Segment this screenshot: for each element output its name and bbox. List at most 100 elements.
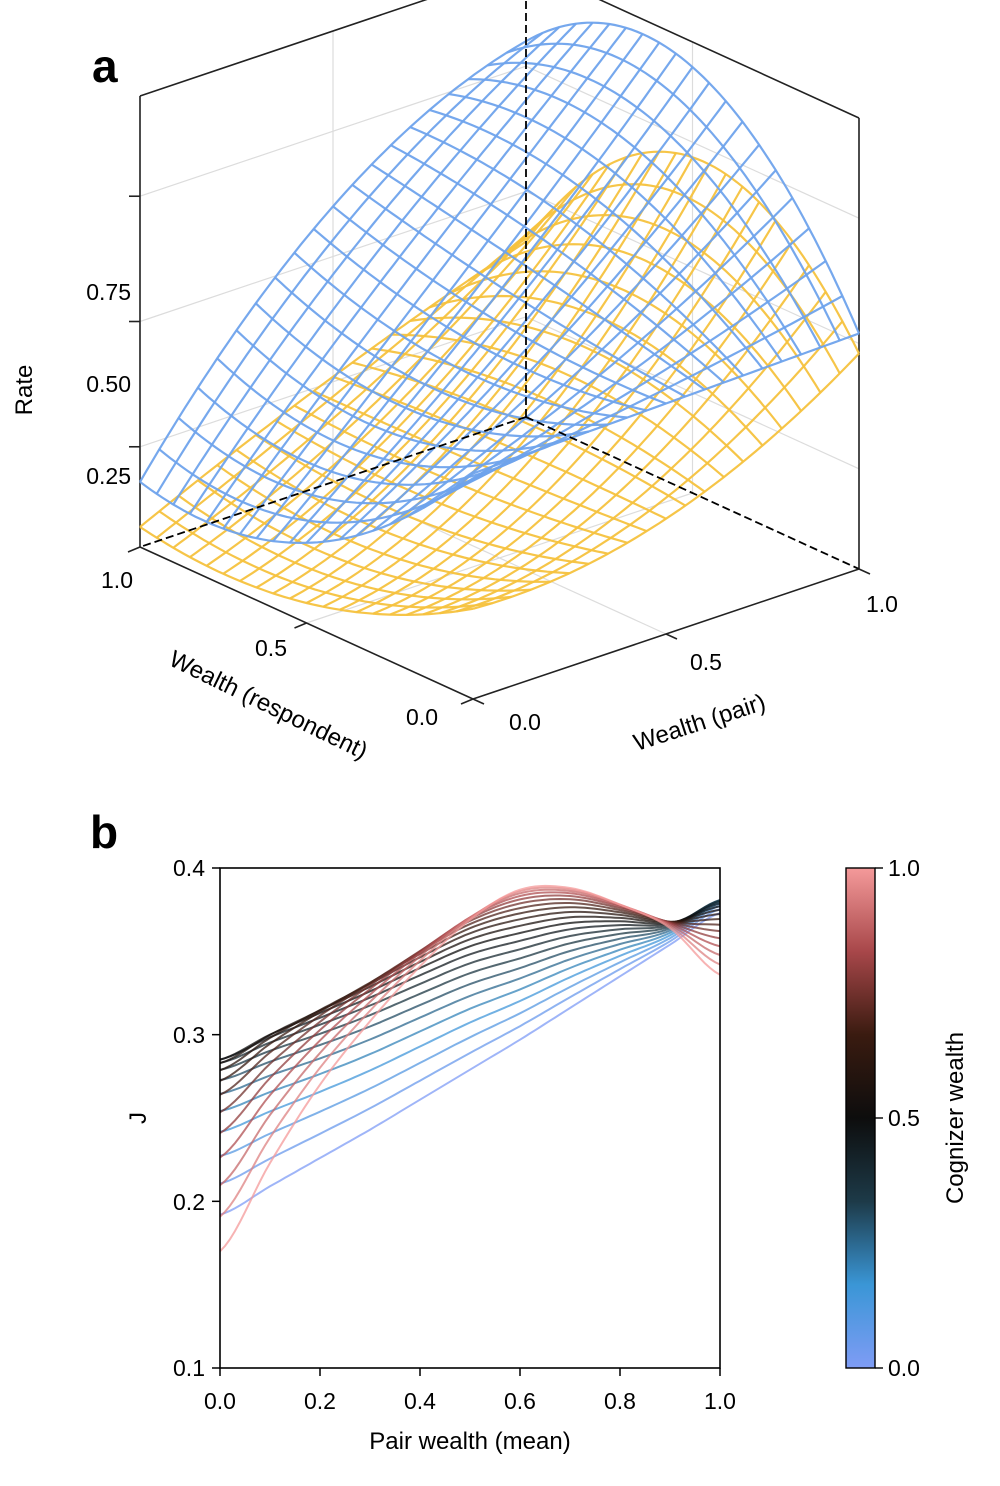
mesh-line [429,108,764,370]
x-tick-label: 0.0 [204,1388,236,1414]
panel-b-lines [219,884,721,1252]
mesh-line [188,22,577,515]
z-tick-label: 0.25 [86,463,131,489]
series-line [219,906,721,1082]
mesh-line [172,201,561,549]
x-tick-label: 1.0 [704,1388,736,1414]
dashed-edge [525,416,860,570]
y-tick [460,698,474,705]
panel-a-gridlines [139,31,860,635]
mesh-line [506,42,841,341]
mesh-line [390,144,725,384]
series-line [219,900,721,1064]
mesh-line [448,270,783,430]
mesh-line [448,92,783,363]
panel-a: a 0.75 0.50 0.25 1.0 0.5 0.0 0.0 0.5 1.0… [11,0,898,765]
panel-a-ticks: 0.75 0.50 0.25 1.0 0.5 0.0 0.0 0.5 1.0 [86,279,898,735]
series-line [219,902,721,1133]
y-tick-label: 1.0 [101,567,133,593]
x-tick-label: 0.4 [404,1388,436,1414]
colorbar-tick-label: 0.0 [888,1355,920,1381]
z-tick-label: 0.75 [86,279,131,305]
panel-b-plot-frame [219,867,721,1369]
x-tick-label: 0.5 [690,649,722,675]
mesh-line [409,126,745,377]
z-tick-label: 0.50 [86,371,131,397]
mesh-line [486,213,822,394]
y-tick-label: 0.5 [255,635,287,661]
mesh-line [255,33,644,539]
mesh-line [155,32,544,495]
mesh-line [239,27,627,535]
mesh-line [410,316,744,463]
x-axis-label: Pair wealth (mean) [369,1428,570,1455]
panel-a-front-axes [127,0,871,705]
x-tick-label: 0.0 [509,709,541,735]
x-tick-label: 0.6 [504,1388,536,1414]
series-line [219,899,721,1071]
y-tick-label: 0.1 [173,1355,205,1381]
mesh-line [468,78,803,356]
y-tick-label: 0.3 [173,1022,205,1048]
series-line [219,902,721,1096]
dashed-edge [139,416,527,548]
y-axis-label: J [125,1112,152,1124]
y-tick [294,622,307,629]
series-line [219,902,721,1061]
series-line [219,899,721,1082]
x-tick-label: 0.8 [604,1388,636,1414]
series-line [219,910,721,1072]
surface-mesh [139,150,860,616]
colorbar-label: Cognizer wealth [942,1032,969,1204]
mesh-line [255,152,644,589]
mesh-line [205,21,594,523]
mesh-line [371,347,706,493]
mesh-line [222,163,611,575]
y-axis-label: Wealth (respondent) [165,646,372,765]
x-axis-label: Wealth (pair) [630,689,769,757]
frame-edge [598,0,860,119]
series-line [219,899,721,1095]
mesh-line [156,219,544,539]
mesh-line [305,66,694,544]
mesh-line [172,26,561,506]
series-line [219,908,721,1185]
mesh-line [272,41,661,542]
panel-b-letter: b [90,806,118,858]
series-line [219,912,721,1216]
x-tick [858,568,871,575]
panel-b-tick-labels: 0.0 0.2 0.4 0.6 0.8 1.0 0.1 0.2 0.3 0.4 [173,855,736,1414]
y-tick-label: 0.4 [173,855,205,881]
mesh-line [139,40,527,483]
y-tick-label: 0.2 [173,1189,205,1215]
y-tick [127,546,141,553]
panel-a-letter: a [92,40,118,92]
mesh-line [189,186,577,558]
series-line [219,904,721,1157]
series-line [219,900,721,1113]
panel-b: b 0.0 0.2 0.4 0.6 0.8 1.0 0.1 0.2 0.3 0.… [90,806,969,1455]
x-tick-label: 0.2 [304,1388,336,1414]
mesh-line [289,52,677,544]
mesh-line [390,333,725,478]
colorbar [845,867,876,1369]
surface-mesh [139,21,861,545]
panel-b-ticks [212,867,721,1376]
z-axis-label: Rate [11,365,38,416]
mesh-line [351,184,686,398]
mesh-line [205,173,594,567]
frame-edge [139,0,428,97]
mesh-line [222,23,611,530]
mesh-line [289,152,677,600]
mesh-line [139,240,527,528]
y-tick-label: 0.0 [406,704,438,730]
colorbar-tick-label: 0.5 [888,1105,920,1131]
x-tick [665,633,678,640]
mesh-line [487,61,822,349]
mesh-line [371,163,706,391]
panel-a-surfaces [139,21,861,616]
floor-gridline [306,492,693,624]
x-tick-label: 1.0 [866,591,898,617]
colorbar-tick-label: 1.0 [888,855,920,881]
